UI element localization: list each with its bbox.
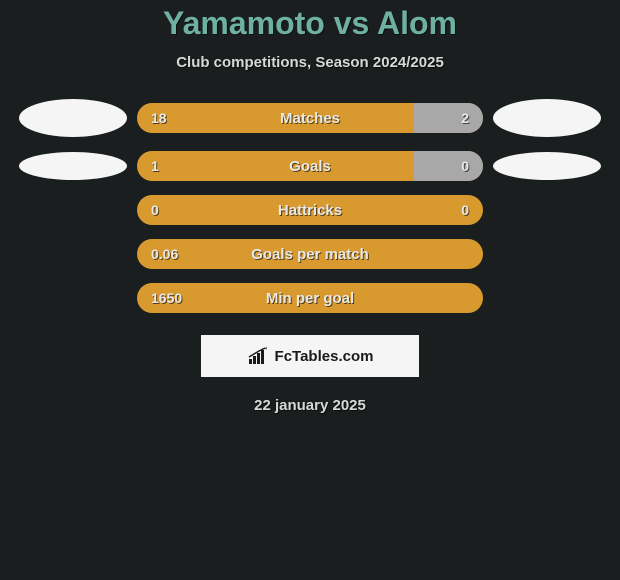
stat-row: 1 Goals 0 [0,151,620,181]
stat-row: 0.06 Goals per match [0,239,620,269]
stat-label: Goals per match [251,246,369,263]
stat-bar: 0.06 Goals per match [137,239,483,269]
stat-value-right: 2 [461,110,469,126]
stat-value-left: 0 [151,202,159,218]
page-title: Yamamoto vs Alom [0,5,620,42]
stat-value-left: 0.06 [151,246,178,262]
stat-bar: 18 Matches 2 [137,103,483,133]
stat-bar-right-fill [414,151,483,181]
stat-bar: 1650 Min per goal [137,283,483,313]
page-subtitle: Club competitions, Season 2024/2025 [0,54,620,71]
date-label: 22 january 2025 [0,397,620,414]
stat-value-left: 1650 [151,290,182,306]
stats-container: 18 Matches 2 1 Goals 0 0 Hattricks 0 0.06 Goals pe… [0,99,620,313]
stat-row: 18 Matches 2 [0,99,620,137]
logo-box: FcTables.com [201,335,419,377]
stat-row: 0 Hattricks 0 [0,195,620,225]
stat-label: Goals [289,158,331,175]
stat-label: Min per goal [266,290,354,307]
stat-bar: 1 Goals 0 [137,151,483,181]
stat-value-left: 1 [151,158,159,174]
player-right-placeholder [493,152,601,180]
chart-icon [247,347,269,365]
stat-row: 1650 Min per goal [0,283,620,313]
stat-label: Hattricks [278,202,342,219]
stat-label: Matches [280,110,340,127]
stat-bar-right-fill [414,103,483,133]
player-right-placeholder [493,99,601,137]
player-left-placeholder [19,152,127,180]
stat-value-left: 18 [151,110,167,126]
stat-value-right: 0 [461,158,469,174]
stat-bar: 0 Hattricks 0 [137,195,483,225]
logo-text: FcTables.com [275,348,374,365]
player-left-placeholder [19,99,127,137]
stat-value-right: 0 [461,202,469,218]
